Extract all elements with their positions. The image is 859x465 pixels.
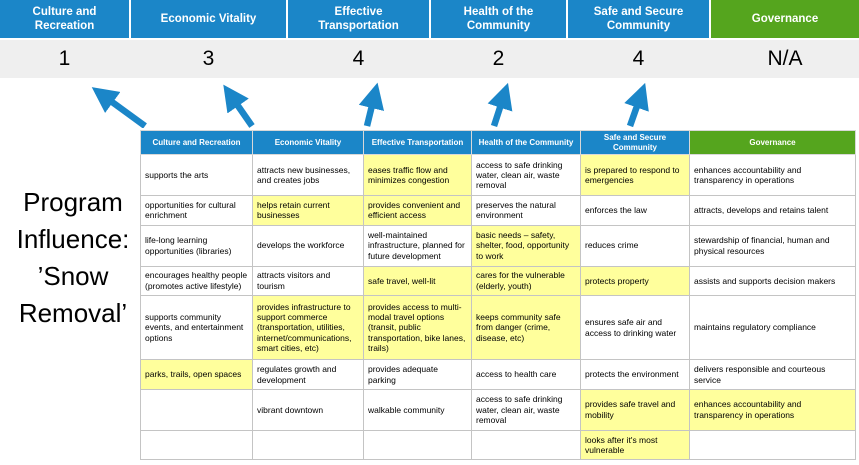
- up-arrow-icon-5: [624, 82, 649, 128]
- matrix-cell: access to health care: [471, 359, 581, 390]
- scoreboard-scores: 1 3 4 2 4 N/A: [0, 40, 859, 78]
- matrix-cell: safe travel, well-lit: [363, 265, 472, 296]
- scoreboard-header-2: Economic Vitality: [131, 0, 286, 38]
- matrix-cell: delivers responsible and courteous servi…: [689, 359, 856, 390]
- matrix-cell: maintains regulatory compliance: [689, 294, 856, 361]
- matrix-cell: enhances accountability and transparency…: [689, 154, 856, 197]
- matrix-header-row: Culture and Recreation Economic Vitality E…: [140, 129, 856, 156]
- matrix-cell: helps retain current businesses: [252, 195, 364, 226]
- matrix-cell: eases traffic flow and minimizes congest…: [363, 154, 472, 197]
- matrix-cell: protects the environment: [580, 359, 690, 390]
- score-value-6: N/A: [767, 47, 803, 70]
- matrix-header: Safe and Secure Community: [580, 129, 690, 156]
- matrix-row: vibrant downtown walkable community access…: [140, 388, 856, 431]
- matrix-header: Economic Vitality: [252, 129, 364, 156]
- matrix-cell: is prepared to respond to emergencies: [580, 154, 690, 197]
- score-value-3: 4: [352, 47, 365, 70]
- scoreboard-header-4: Health of the Community: [431, 0, 566, 38]
- matrix-cell: cares for the vulnerable (elderly, youth…: [471, 265, 581, 296]
- matrix-cell: attracts, develops and retains talent: [689, 195, 856, 226]
- matrix-cell: access to safe drinking water, clean air…: [471, 388, 581, 431]
- matrix-row: opportunities for cultural enrichment hel…: [140, 195, 856, 226]
- matrix-cell: looks after it's most vulnerable: [580, 429, 690, 461]
- scoreboard-headers: Culture and Recreation Economic Vitality E…: [0, 0, 859, 38]
- matrix-cell: [140, 388, 253, 431]
- program-title: Program Influence: ’Snow Removal’: [16, 187, 130, 328]
- matrix-cell: [471, 429, 581, 461]
- matrix-cell: enhances accountability and transparency…: [689, 388, 856, 431]
- matrix-cell: [252, 429, 364, 461]
- matrix-cell: walkable community: [363, 388, 472, 431]
- score-value-5: 4: [632, 47, 645, 70]
- matrix-cell: provides access to multi-modal travel op…: [363, 294, 472, 361]
- score-value-1: 1: [58, 47, 71, 70]
- matrix-header: Health of the Community: [471, 129, 581, 156]
- matrix-cell: ensures safe air and access to drinking …: [580, 294, 690, 361]
- matrix-cell: [363, 429, 472, 461]
- matrix-cell: attracts visitors and tourism: [252, 265, 364, 296]
- matrix-cell: stewardship of financial, human and phys…: [689, 224, 856, 267]
- matrix-cell: provides adequate parking: [363, 359, 472, 390]
- influence-matrix: Culture and Recreation Economic Vitality E…: [140, 129, 856, 461]
- matrix-cell: develops the workforce: [252, 224, 364, 267]
- matrix-header: Culture and Recreation: [140, 129, 253, 156]
- matrix-cell: access to safe drinking water, clean air…: [471, 154, 581, 197]
- scoreboard-header-1: Culture and Recreation: [0, 0, 129, 38]
- score-value-2: 3: [202, 47, 215, 70]
- matrix-cell: life-long learning opportunities (librar…: [140, 224, 253, 267]
- matrix-cell: assists and supports decision makers: [689, 265, 856, 296]
- matrix-cell: provides safe travel and mobility: [580, 388, 690, 431]
- matrix-cell: reduces crime: [580, 224, 690, 267]
- matrix-cell: regulates growth and development: [252, 359, 364, 390]
- matrix-cell: [689, 429, 856, 461]
- matrix-row: supports community events, and entertain…: [140, 294, 856, 361]
- matrix-cell: attracts new businesses, and creates job…: [252, 154, 364, 197]
- matrix-cell: parks, trails, open spaces: [140, 359, 253, 390]
- up-arrow-icon-1: [91, 87, 147, 128]
- matrix-cell: basic needs – safety, shelter, food, opp…: [471, 224, 581, 267]
- matrix-cell: keeps community safe from danger (crime,…: [471, 294, 581, 361]
- matrix-cell: preserves the natural environment: [471, 195, 581, 226]
- up-arrow-icon-2: [223, 84, 255, 128]
- matrix-row: supports the arts attracts new businesses…: [140, 154, 856, 197]
- influence-arrows: [91, 82, 649, 128]
- up-arrow-icon-4: [487, 82, 513, 128]
- matrix-row: looks after it's most vulnerable: [140, 429, 856, 461]
- matrix-cell: protects property: [580, 265, 690, 296]
- matrix-cell: supports community events, and entertain…: [140, 294, 253, 361]
- matrix-row: life-long learning opportunities (librar…: [140, 224, 856, 267]
- matrix-cell: supports the arts: [140, 154, 253, 197]
- matrix-cell: provides infrastructure to support comme…: [252, 294, 364, 361]
- matrix-cell: well-maintained infrastructure, planned …: [363, 224, 472, 267]
- matrix-header: Governance: [689, 129, 856, 156]
- matrix-header: Effective Transportation: [363, 129, 472, 156]
- matrix-row: parks, trails, open spaces regulates grow…: [140, 359, 856, 390]
- matrix-cell: enforces the law: [580, 195, 690, 226]
- scoreboard-header-5: Safe and Secure Community: [568, 0, 709, 38]
- matrix-cell: provides convenient and efficient access: [363, 195, 472, 226]
- scoreboard-header-3: Effective Transportation: [288, 0, 429, 38]
- scoreboard-header-6: Governance: [711, 0, 859, 38]
- matrix-cell: encourages healthy people (promotes acti…: [140, 265, 253, 296]
- matrix-cell: opportunities for cultural enrichment: [140, 195, 253, 226]
- matrix-cell: vibrant downtown: [252, 388, 364, 431]
- score-value-4: 2: [492, 47, 505, 70]
- matrix-cell: [140, 429, 253, 461]
- matrix-row: encourages healthy people (promotes acti…: [140, 265, 856, 296]
- up-arrow-icon-3: [358, 82, 385, 127]
